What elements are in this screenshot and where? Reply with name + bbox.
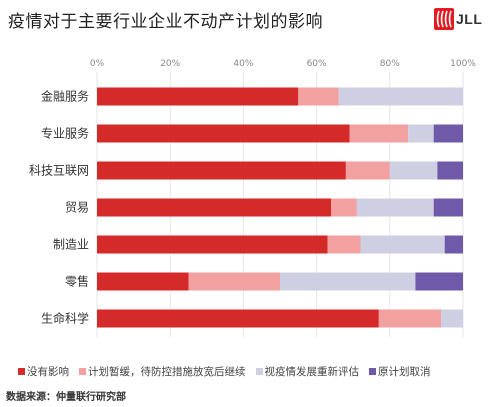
jll-logo-mark-icon <box>434 8 454 30</box>
bar-segment <box>345 161 390 180</box>
legend-swatch <box>255 368 263 375</box>
legend-item: 计划暂缓，待防控措施放宽后继续 <box>79 364 246 379</box>
category-label: 金融服务 <box>41 89 89 104</box>
bar-segment <box>331 198 357 217</box>
x-tick-label: 0% <box>90 59 105 69</box>
bar-segment <box>444 235 463 254</box>
category-label: 科技互联网 <box>29 164 89 178</box>
bar-segment <box>327 235 361 254</box>
bar-segment <box>360 235 445 254</box>
legend-item: 没有影响 <box>18 364 69 379</box>
x-tick-label: 80% <box>380 59 400 69</box>
bar-segment <box>378 309 442 328</box>
legend-label: 没有影响 <box>27 366 69 378</box>
bar-segment <box>389 161 438 180</box>
bar-segment <box>188 272 280 291</box>
bar-segment <box>97 161 346 180</box>
legend-item: 原计划取消 <box>369 364 431 379</box>
bar-segment <box>298 87 339 106</box>
bar-segment <box>433 124 463 143</box>
bar-segment <box>433 198 463 217</box>
legend-item: 视疫情发展重新评估 <box>255 364 360 379</box>
category-label: 零售 <box>65 274 89 289</box>
bar-segment <box>349 124 409 143</box>
legend-swatch <box>79 368 86 375</box>
category-label: 制造业 <box>53 238 89 252</box>
bar-segment <box>408 124 434 143</box>
bar-segment <box>97 124 350 143</box>
legend-swatch <box>18 368 25 375</box>
x-tick-label: 100% <box>450 59 476 69</box>
x-tick-label: 40% <box>233 59 253 69</box>
legend-label: 原计划取消 <box>378 366 431 378</box>
bar-segment <box>97 272 189 291</box>
bar-segment <box>97 235 328 254</box>
bar-segment <box>338 87 463 106</box>
jll-logo: JLL <box>434 8 482 30</box>
x-tick-label: 60% <box>307 59 327 69</box>
legend-label: 视疫情发展重新评估 <box>264 366 360 378</box>
stacked-bar-chart: 0% 20% 40% 60% 80% 100% 金融服务专业服务科技互联网贸易制造业零售生命… <box>29 59 476 337</box>
bar-segment <box>356 198 434 217</box>
category-label: 贸易 <box>65 201 89 215</box>
bar-segment <box>437 161 463 180</box>
brand-name: JLL <box>456 11 483 27</box>
bar-segment <box>415 272 463 291</box>
chart-legend: 没有影响 计划暂缓，待防控措施放宽后继续 视疫情发展重新评估 原计划取消 <box>18 364 431 379</box>
bar-segment <box>441 309 463 328</box>
bar-segment <box>97 309 379 328</box>
legend-swatch <box>369 368 376 375</box>
category-label: 专业服务 <box>41 126 89 141</box>
bar-segment <box>280 272 416 291</box>
data-source: 数据来源：仲量联行研究部 <box>6 392 126 403</box>
category-label: 生命科学 <box>41 311 89 326</box>
x-tick-label: 20% <box>160 59 180 69</box>
bar-segment <box>97 87 299 106</box>
chart-title: 疫情对于主要行业企业不动产计划的影响 <box>8 12 323 32</box>
bar-segment <box>97 198 332 217</box>
legend-label: 计划暂缓，待防控措施放宽后继续 <box>88 366 246 378</box>
